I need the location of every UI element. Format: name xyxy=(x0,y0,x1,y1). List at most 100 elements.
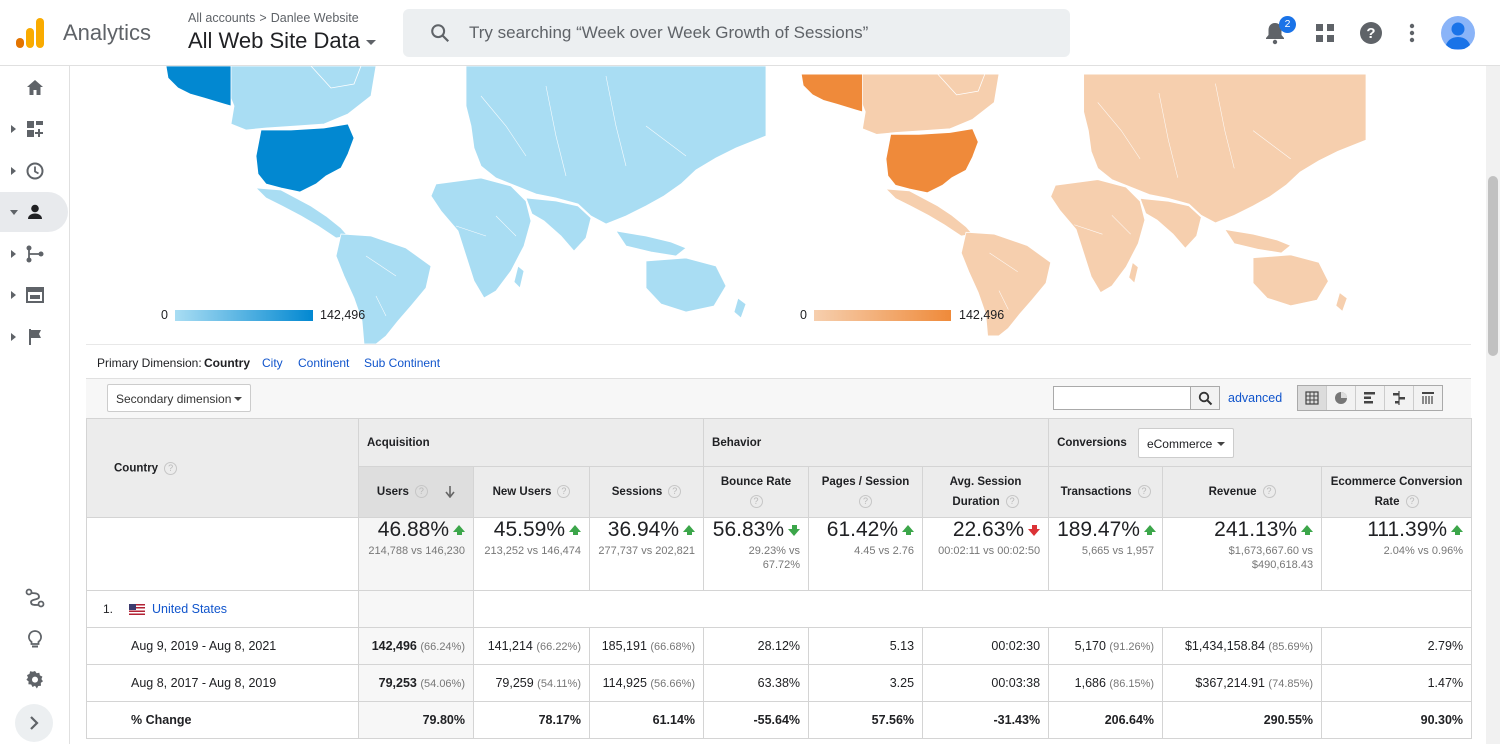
caret-down-icon xyxy=(234,397,242,401)
nav-acquisition[interactable] xyxy=(0,234,68,274)
dimension-option-continent[interactable]: Continent xyxy=(298,356,350,370)
analytics-logo-icon[interactable] xyxy=(16,18,44,48)
column-header-revenue[interactable]: Revenue? xyxy=(1162,466,1323,518)
nav-attribution[interactable] xyxy=(0,578,68,618)
secondary-dimension-dropdown[interactable]: Secondary dimension xyxy=(107,384,251,412)
acquisition-icon xyxy=(26,245,44,263)
help-circle-icon[interactable]: ? xyxy=(414,485,428,499)
comparison-icon xyxy=(1393,391,1405,405)
scrollbar-thumb[interactable] xyxy=(1488,176,1498,356)
column-header-new-users[interactable]: New Users? xyxy=(473,466,590,518)
data-cell: 290.55% xyxy=(1162,701,1323,739)
more-vert-icon[interactable] xyxy=(1409,23,1415,43)
summary-compare: 277,737 vs 202,821 xyxy=(598,545,696,557)
data-cell: 3.25 xyxy=(808,664,924,702)
nav-home[interactable] xyxy=(0,68,68,108)
breadcrumb-property[interactable]: Danlee Website xyxy=(270,11,359,25)
trend-up-icon xyxy=(453,524,465,535)
nav-conversions[interactable] xyxy=(0,317,68,357)
table-row: Aug 8, 2017 - Aug 8, 2019 79,253 (54.06%… xyxy=(86,664,1473,702)
help-circle-icon[interactable]: ? xyxy=(557,485,571,499)
dimension-option-sub-continent[interactable]: Sub Continent xyxy=(364,356,441,370)
top-app-bar: Analytics All accounts > Danlee Website Al… xyxy=(0,0,1500,66)
collapse-nav-button[interactable] xyxy=(15,704,53,742)
world-map-current[interactable] xyxy=(86,66,766,344)
help-circle-icon[interactable]: ? xyxy=(164,461,178,475)
column-header-pages-session[interactable]: Pages / Session? xyxy=(808,466,924,518)
table-filter-button[interactable] xyxy=(1190,386,1220,410)
data-cell: 90.30% xyxy=(1321,701,1473,739)
avatar[interactable] xyxy=(1441,16,1475,50)
cell-value: 90.30% xyxy=(1420,713,1464,727)
cell-value: 61.14% xyxy=(652,713,696,727)
help-circle-icon[interactable]: ? xyxy=(1262,485,1276,499)
breadcrumb-root[interactable]: All accounts xyxy=(188,11,256,25)
help-icon[interactable]: ? xyxy=(1360,22,1382,44)
user-avatar-icon xyxy=(1445,22,1471,49)
summary-percent: 241.13% xyxy=(1214,518,1298,541)
help-circle-icon[interactable]: ? xyxy=(1137,485,1151,499)
page-scrollbar[interactable] xyxy=(1486,66,1500,744)
view-table-toggle[interactable] xyxy=(1298,386,1327,410)
cell-percent: (66.22%) xyxy=(536,641,581,653)
column-header-transactions[interactable]: Transactions? xyxy=(1048,466,1164,518)
caret-down-icon xyxy=(1216,441,1225,446)
nav-audience[interactable] xyxy=(0,192,68,232)
help-circle-icon[interactable]: ? xyxy=(1005,495,1019,509)
nav-discover[interactable] xyxy=(0,619,68,659)
pie-chart-icon xyxy=(1335,392,1347,404)
country-column-header[interactable]: Country? xyxy=(86,418,359,518)
cell-value: $367,214.91 xyxy=(1195,676,1265,690)
help-circle-icon[interactable]: ? xyxy=(668,485,682,499)
cell-value: 28.12% xyxy=(757,639,801,653)
left-navigation xyxy=(0,66,70,744)
cell-percent: (86.15%) xyxy=(1109,678,1155,690)
help-circle-icon[interactable]: ? xyxy=(859,495,873,509)
trend-down-icon xyxy=(788,524,801,536)
date-range-label: Aug 8, 2017 - Aug 8, 2019 xyxy=(86,664,359,702)
cell-percent: (66.68%) xyxy=(650,641,696,653)
table-toolbar: Secondary dimension advanced xyxy=(86,378,1471,418)
advanced-filter-link[interactable]: advanced xyxy=(1228,391,1283,405)
view-comparison-toggle[interactable] xyxy=(1385,386,1414,410)
search-input[interactable] xyxy=(469,21,1049,45)
column-header-ecommerce-conversion-rate[interactable]: Ecommerce Conversion Rate? xyxy=(1321,466,1473,518)
dimension-option-city[interactable]: City xyxy=(262,356,283,370)
summary-compare: 213,252 vs 146,474 xyxy=(484,545,581,557)
data-cell: -31.43% xyxy=(922,701,1050,739)
behavior-label: Behavior xyxy=(712,436,762,449)
cell-value: 3.25 xyxy=(889,676,915,690)
help-circle-icon[interactable]: ? xyxy=(749,495,763,509)
table-row: Aug 9, 2019 - Aug 8, 2021 142,496 (66.24… xyxy=(86,627,1473,665)
cell-percent: (66.24%) xyxy=(420,641,465,653)
table-filter-input[interactable] xyxy=(1053,386,1191,410)
nav-realtime[interactable] xyxy=(0,151,68,191)
column-header-bounce-rate[interactable]: Bounce Rate? xyxy=(703,466,810,518)
view-selector[interactable]: All Web Site Data xyxy=(188,28,377,54)
percent-change-label: % Change xyxy=(86,701,359,739)
column-header-avg-session-duration[interactable]: Avg. Session Duration? xyxy=(922,466,1050,518)
flag-icon xyxy=(29,329,41,345)
view-pivot-toggle[interactable] xyxy=(1414,386,1442,410)
primary-dimension-current: Country xyxy=(204,356,250,370)
conversion-type-dropdown[interactable]: eCommerce xyxy=(1137,427,1234,458)
map-legend-scale xyxy=(175,310,313,321)
sort-descending-icon[interactable] xyxy=(445,485,455,499)
world-map-previous[interactable] xyxy=(726,66,1366,344)
view-bar-toggle[interactable] xyxy=(1356,386,1385,410)
data-cell: -55.64% xyxy=(703,701,810,739)
column-header-users[interactable]: Users? xyxy=(358,466,474,518)
nav-behavior[interactable] xyxy=(0,275,68,315)
breadcrumb[interactable]: All accounts > Danlee Website xyxy=(188,11,359,25)
nav-admin[interactable] xyxy=(0,660,68,700)
help-circle-icon[interactable]: ? xyxy=(1405,495,1419,509)
apps-grid-icon[interactable] xyxy=(1316,24,1334,42)
column-header-sessions[interactable]: Sessions? xyxy=(588,466,705,518)
country-link[interactable]: United States xyxy=(152,602,228,616)
view-pie-toggle[interactable] xyxy=(1327,386,1356,410)
search-bar[interactable] xyxy=(403,9,1070,57)
summary-empty-cell xyxy=(86,517,359,591)
notification-badge: 2 xyxy=(1279,16,1296,33)
data-cell: 1.47% xyxy=(1321,664,1473,702)
nav-customization[interactable] xyxy=(0,109,68,149)
